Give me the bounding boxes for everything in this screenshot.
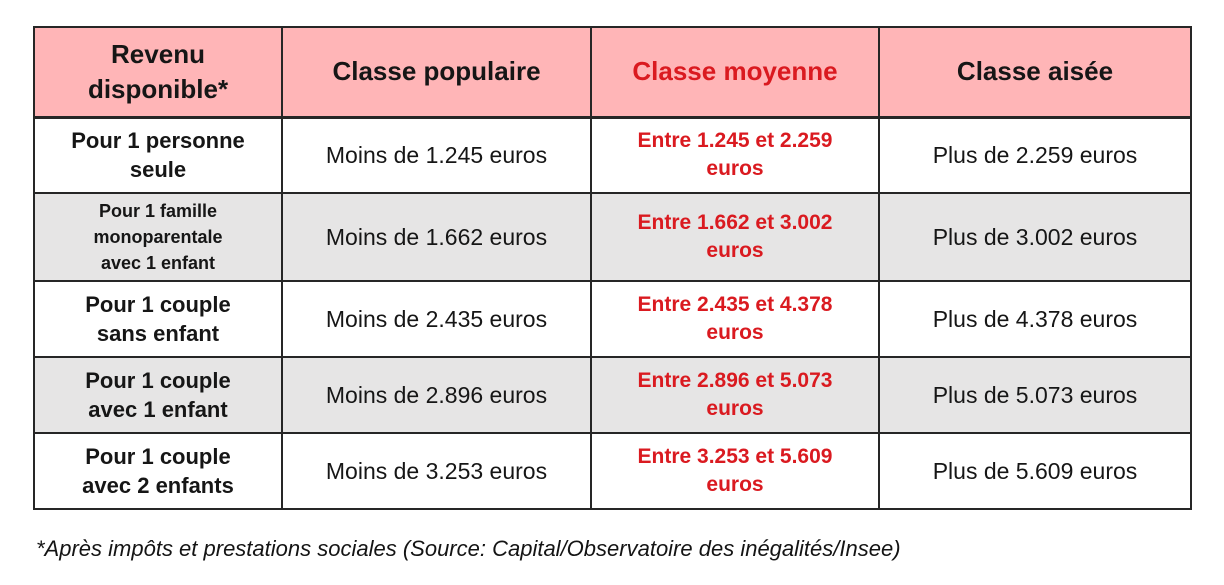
row-label: Pour 1 couple sans enfant bbox=[33, 280, 283, 359]
cell-classe-moyenne: Entre 1.245 et 2.259 euros bbox=[590, 116, 880, 194]
cell-classe-populaire: Moins de 1.245 euros bbox=[281, 116, 592, 194]
income-table-container: Revenu disponible* Classe populaire Clas… bbox=[33, 26, 1192, 511]
income-classes-table: Revenu disponible* Classe populaire Clas… bbox=[33, 26, 1192, 511]
table-row-couple-sans-enfant: Pour 1 couple sans enfant Moins de 2.435… bbox=[33, 280, 1192, 359]
row-label: Pour 1 couple avec 1 enfant bbox=[33, 356, 283, 435]
header-row: Revenu disponible* Classe populaire Clas… bbox=[33, 26, 1192, 119]
cell-classe-aisee: Plus de 3.002 euros bbox=[878, 191, 1192, 283]
header-classe-aisee: Classe aisée bbox=[878, 26, 1192, 119]
header-classe-moyenne: Classe moyenne bbox=[590, 26, 880, 119]
cell-classe-populaire: Moins de 2.896 euros bbox=[281, 356, 592, 435]
cell-classe-populaire: Moins de 1.662 euros bbox=[281, 191, 592, 283]
table-row-couple-2-enfants: Pour 1 couple avec 2 enfants Moins de 3.… bbox=[33, 432, 1192, 511]
cell-classe-moyenne: Entre 2.896 et 5.073 euros bbox=[590, 356, 880, 435]
cell-classe-moyenne: Entre 2.435 et 4.378 euros bbox=[590, 280, 880, 359]
cell-classe-aisee: Plus de 4.378 euros bbox=[878, 280, 1192, 359]
cell-classe-moyenne: Entre 1.662 et 3.002 euros bbox=[590, 191, 880, 283]
cell-classe-populaire: Moins de 3.253 euros bbox=[281, 432, 592, 511]
row-label: Pour 1 couple avec 2 enfants bbox=[33, 432, 283, 511]
row-label: Pour 1 famille monoparentale avec 1 enfa… bbox=[33, 191, 283, 283]
row-label: Pour 1 personne seule bbox=[33, 116, 283, 194]
cell-classe-moyenne: Entre 3.253 et 5.609 euros bbox=[590, 432, 880, 511]
cell-classe-populaire: Moins de 2.435 euros bbox=[281, 280, 592, 359]
table-row-famille-monoparentale: Pour 1 famille monoparentale avec 1 enfa… bbox=[33, 191, 1192, 283]
header-classe-populaire: Classe populaire bbox=[281, 26, 592, 119]
footnote: *Après impôts et prestations sociales (S… bbox=[36, 536, 901, 561]
table-row-couple-1-enfant: Pour 1 couple avec 1 enfant Moins de 2.8… bbox=[33, 356, 1192, 435]
cell-classe-aisee: Plus de 5.073 euros bbox=[878, 356, 1192, 435]
header-revenu-disponible: Revenu disponible* bbox=[33, 26, 283, 119]
cell-classe-aisee: Plus de 2.259 euros bbox=[878, 116, 1192, 194]
table-row-personne-seule: Pour 1 personne seule Moins de 1.245 eur… bbox=[33, 116, 1192, 194]
cell-classe-aisee: Plus de 5.609 euros bbox=[878, 432, 1192, 511]
